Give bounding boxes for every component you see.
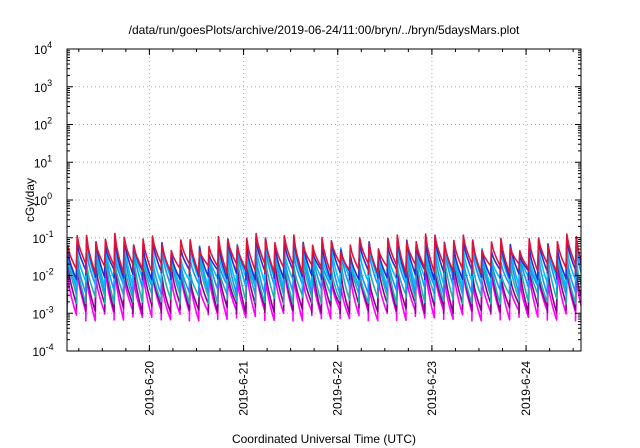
y-tick-exponent: -4 [46, 342, 54, 352]
y-tick-label: 10-4 [32, 342, 53, 359]
y-tick-exponent: -3 [46, 304, 54, 314]
y-tick-label: 102 [34, 116, 52, 133]
y-tick-base: 10 [32, 307, 46, 321]
y-tick-label: 104 [34, 40, 52, 57]
y-tick-label: 103 [34, 78, 52, 95]
series-line [67, 232, 581, 275]
x-tick-label: 2019-6-24 [519, 361, 533, 416]
x-tick-label: 2019-6-21 [237, 361, 251, 416]
y-tick-label: 10-3 [32, 304, 53, 321]
y-tick-exponent: 1 [47, 153, 52, 163]
chart-title: /data/run/goesPlots/archive/2019-06-24/1… [129, 23, 520, 37]
y-tick-exponent: 2 [47, 116, 52, 126]
y-tick-label: 10-1 [32, 229, 53, 246]
series-line [67, 259, 581, 315]
series-line [67, 252, 581, 305]
grid [67, 49, 581, 351]
series-line [67, 235, 581, 281]
y-tick-base: 10 [34, 194, 48, 208]
x-tick-label: 2019-6-23 [425, 361, 439, 416]
x-tick-label: 2019-6-22 [331, 361, 345, 416]
x-axis: 2019-6-20 2019-6-21 2019-6-22 2019-6-23 2019… [78, 49, 574, 416]
y-axis-label: cGy/day [23, 178, 37, 222]
y-tick-exponent: 4 [47, 40, 52, 50]
y-tick-base: 10 [34, 156, 48, 170]
y-tick-label: 101 [34, 153, 52, 170]
y-tick-label: 10-2 [32, 267, 53, 284]
series-group [67, 232, 581, 322]
y-tick-base: 10 [34, 81, 48, 95]
y-tick-base: 10 [32, 232, 46, 246]
series-line [67, 239, 581, 288]
y-tick-label: 100 [34, 191, 52, 208]
y-tick-base: 10 [34, 43, 48, 57]
y-tick-exponent: -1 [46, 229, 54, 239]
y-tick-exponent: -2 [46, 267, 54, 277]
y-tick-base: 10 [32, 270, 46, 284]
y-tick-exponent: 0 [47, 191, 52, 201]
x-tick-label: 2019-6-20 [142, 361, 156, 416]
x-axis-label: Coordinated Universal Time (UTC) [232, 432, 416, 446]
series-line [67, 245, 581, 296]
y-tick-exponent: 3 [47, 78, 52, 88]
y-tick-base: 10 [34, 119, 48, 133]
y-tick-base: 10 [32, 345, 46, 359]
